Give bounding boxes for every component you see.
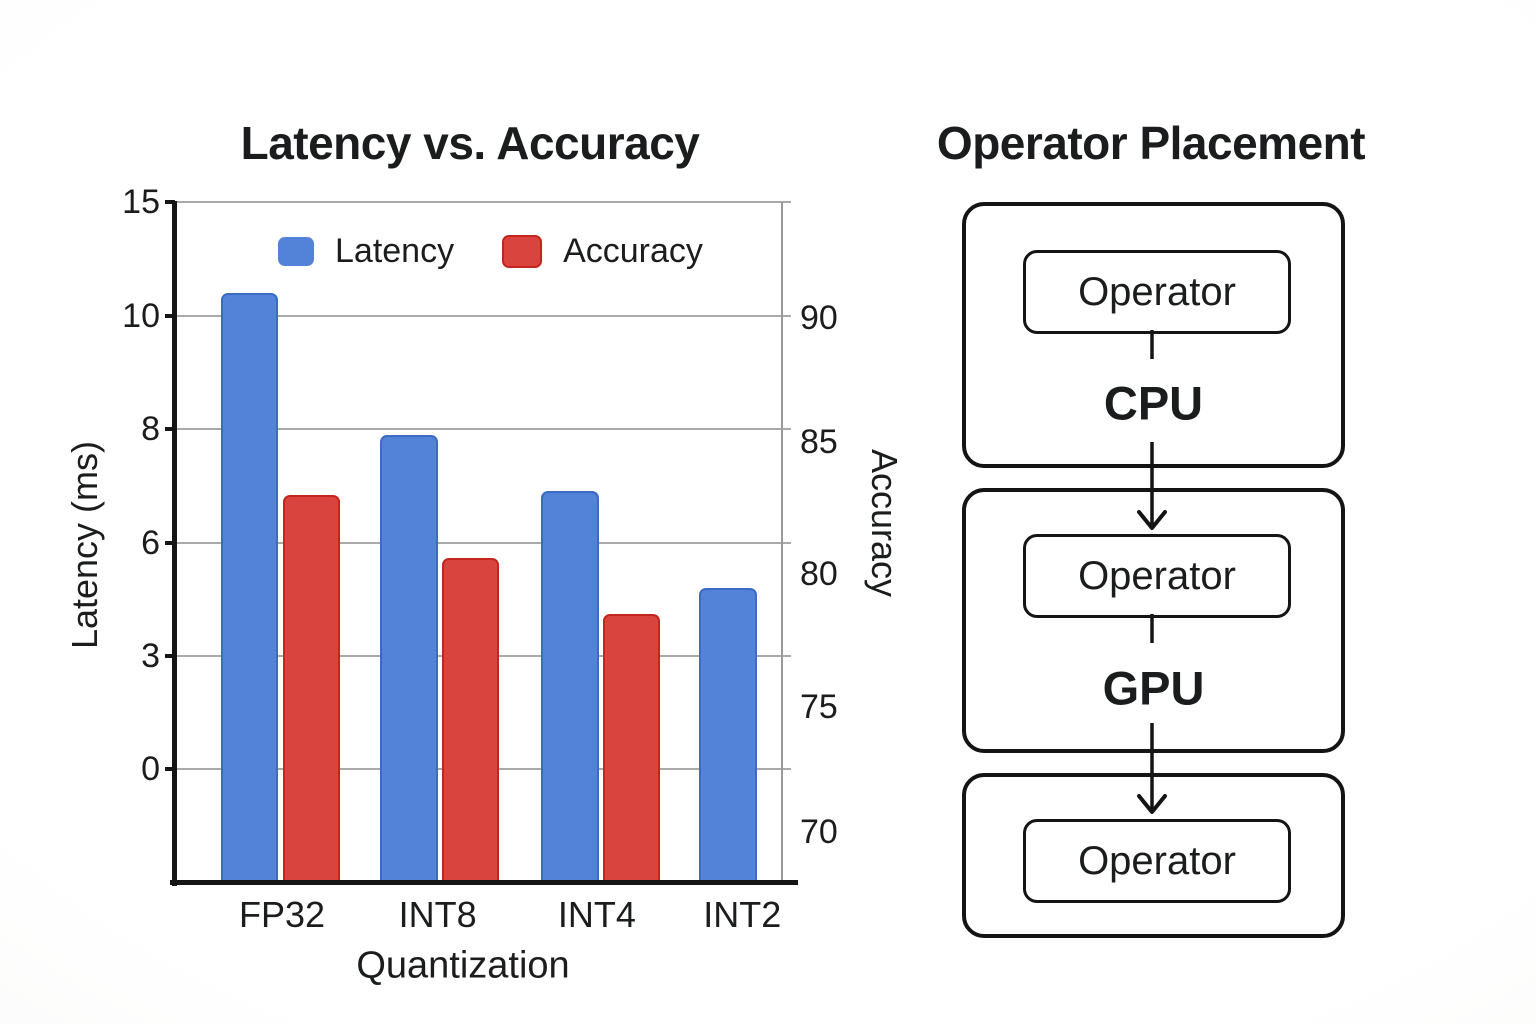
accuracy-legend-label: Accuracy	[563, 232, 703, 270]
left-axis-tick-label: 8	[141, 409, 160, 448]
bar-accuracy-INT8	[441, 557, 500, 883]
latency-legend-swatch	[278, 237, 314, 266]
left-axis-tick-label: 10	[122, 296, 160, 335]
y-axis-left-spine	[172, 201, 177, 886]
chart-legend: Latency Accuracy	[278, 232, 703, 271]
right-axis-tick-label: 85	[800, 422, 838, 461]
left-axis-tick-label: 0	[141, 750, 160, 789]
bar-latency-INT8	[380, 434, 438, 883]
bar-latency-INT2	[699, 587, 757, 883]
operator-node-cpu: Operator	[1023, 250, 1291, 334]
right-axis-tick-label: 70	[800, 812, 838, 851]
left-axis-tick-label: 3	[141, 637, 160, 676]
plot-area: Latency Accuracy Quantization 15 10 8 6 3 0 90…	[122, 185, 838, 987]
operator-node-third: Operator	[1023, 819, 1291, 903]
cpu-container: Operator CPU	[962, 202, 1345, 468]
third-container: Operator	[962, 773, 1345, 938]
bar-accuracy-FP32	[282, 494, 341, 883]
axis-tick	[165, 540, 175, 545]
y-axis-right-title: Accuracy	[864, 448, 905, 598]
latency-legend-label: Latency	[335, 232, 455, 270]
gridline	[175, 201, 791, 203]
left-axis-tick-label: 15	[122, 183, 160, 221]
axis-tick	[165, 654, 175, 659]
gpu-container: Operator GPU	[962, 488, 1345, 753]
accuracy-legend-swatch	[502, 235, 543, 268]
x-category-label: INT8	[398, 894, 477, 935]
y-axis-right-spine	[781, 202, 783, 883]
operator-node-label: Operator	[1078, 838, 1236, 883]
left-axis-tick-label: 6	[141, 523, 160, 562]
right-axis-tick-label: 80	[800, 554, 838, 593]
chart-title: Latency vs. Accuracy	[240, 117, 700, 169]
x-category-label: INT2	[703, 894, 782, 935]
legend-item-accuracy: Accuracy	[502, 232, 703, 271]
axis-tick	[165, 313, 175, 318]
gpu-label: GPU	[1102, 661, 1205, 715]
gridline	[175, 314, 791, 317]
cpu-label: CPU	[1103, 376, 1204, 430]
legend-item-latency: Latency	[278, 232, 454, 271]
bar-latency-INT4	[541, 491, 599, 883]
diagram-title: Operator Placement	[936, 117, 1366, 169]
x-category-label: INT4	[557, 894, 636, 935]
x-axis-title: Quantization	[356, 944, 570, 987]
bar-accuracy-INT4	[602, 613, 661, 883]
operator-node-gpu: Operator	[1023, 534, 1291, 618]
axis-tick	[165, 426, 175, 431]
right-axis-tick-label: 90	[800, 298, 838, 337]
operator-node-label: Operator	[1078, 269, 1236, 314]
operator-node-label: Operator	[1078, 553, 1236, 598]
y-axis-left-title: Latency (ms)	[64, 440, 105, 650]
x-category-label: FP32	[238, 894, 326, 935]
x-axis-spine	[170, 880, 798, 885]
gridline	[175, 541, 791, 544]
right-axis-tick-label: 75	[800, 687, 838, 726]
gridline	[175, 427, 791, 430]
axis-tick	[165, 767, 175, 772]
bar-latency-FP32	[220, 292, 279, 883]
axis-tick	[165, 200, 175, 204]
